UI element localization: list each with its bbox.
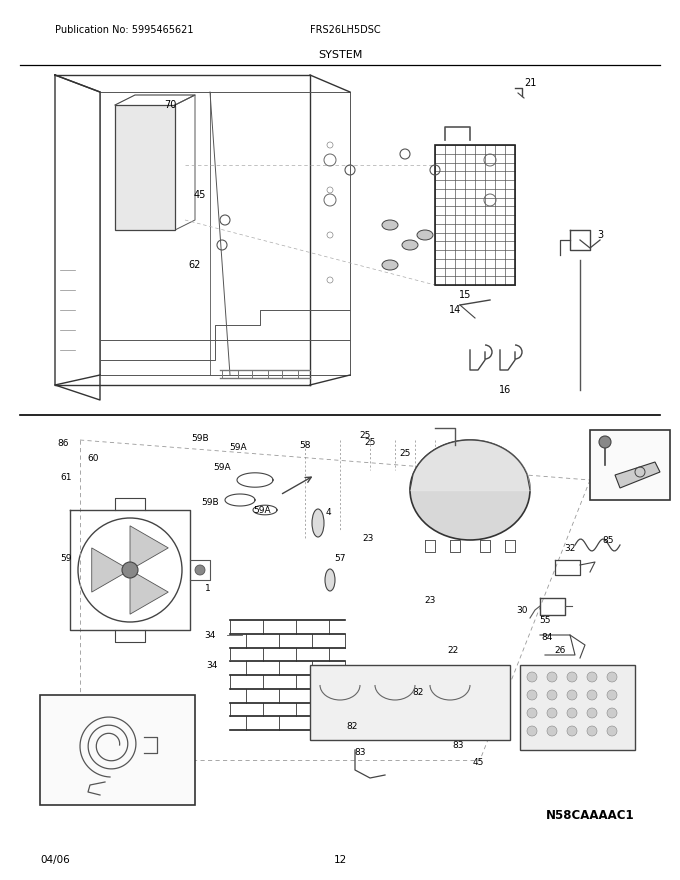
Text: 25: 25 xyxy=(359,430,371,439)
Circle shape xyxy=(607,708,617,718)
Text: FRS26LH5DSC: FRS26LH5DSC xyxy=(310,25,381,35)
Text: 82: 82 xyxy=(412,687,424,696)
Circle shape xyxy=(547,672,557,682)
Circle shape xyxy=(607,672,617,682)
Ellipse shape xyxy=(417,230,433,240)
Circle shape xyxy=(587,672,597,682)
Circle shape xyxy=(547,708,557,718)
Polygon shape xyxy=(115,105,175,230)
Text: 82: 82 xyxy=(346,722,358,730)
Text: 3: 3 xyxy=(597,230,603,240)
Text: 29: 29 xyxy=(494,453,506,463)
Circle shape xyxy=(195,565,205,575)
Circle shape xyxy=(567,672,577,682)
Text: 25: 25 xyxy=(399,449,411,458)
Text: 41: 41 xyxy=(636,430,647,439)
Text: 84: 84 xyxy=(541,633,553,642)
Text: 30: 30 xyxy=(516,605,528,614)
Polygon shape xyxy=(130,526,168,570)
Polygon shape xyxy=(92,548,130,592)
Text: 21: 21 xyxy=(524,78,537,88)
Text: 59: 59 xyxy=(61,554,72,562)
Text: 83: 83 xyxy=(354,747,366,757)
Polygon shape xyxy=(615,462,660,488)
Text: 4: 4 xyxy=(325,508,330,517)
Bar xyxy=(590,430,670,500)
Text: 85: 85 xyxy=(602,536,614,545)
Bar xyxy=(520,665,635,750)
Ellipse shape xyxy=(402,240,418,250)
Text: 59B: 59B xyxy=(191,434,209,443)
Circle shape xyxy=(547,726,557,736)
Text: 59B: 59B xyxy=(201,497,219,507)
Circle shape xyxy=(607,690,617,700)
Text: 1: 1 xyxy=(205,583,211,592)
Bar xyxy=(435,145,515,285)
Text: 57: 57 xyxy=(335,554,345,562)
Text: 55: 55 xyxy=(539,615,551,625)
Text: 34: 34 xyxy=(206,661,218,670)
Text: 25: 25 xyxy=(364,437,375,446)
Circle shape xyxy=(547,690,557,700)
Text: 44: 44 xyxy=(632,478,644,487)
Text: 23: 23 xyxy=(424,596,436,605)
Text: N58CAAAAC1: N58CAAAAC1 xyxy=(545,809,634,822)
Circle shape xyxy=(567,708,577,718)
Circle shape xyxy=(527,672,537,682)
Text: 45: 45 xyxy=(473,758,483,766)
Text: 86: 86 xyxy=(57,438,69,448)
Text: 23: 23 xyxy=(362,533,374,542)
Text: 83: 83 xyxy=(452,740,464,750)
Ellipse shape xyxy=(382,220,398,230)
Bar xyxy=(40,695,195,805)
Text: 62: 62 xyxy=(189,260,201,270)
Circle shape xyxy=(527,690,537,700)
Text: 14: 14 xyxy=(449,305,461,315)
Circle shape xyxy=(567,690,577,700)
Circle shape xyxy=(587,690,597,700)
Polygon shape xyxy=(130,570,168,614)
Text: 60: 60 xyxy=(87,453,99,463)
Text: 32: 32 xyxy=(564,544,576,553)
Ellipse shape xyxy=(382,260,398,270)
Ellipse shape xyxy=(325,569,335,591)
Text: 16: 16 xyxy=(499,385,511,395)
Text: 70: 70 xyxy=(164,100,176,110)
Circle shape xyxy=(527,726,537,736)
Text: Publication No: 5995465621: Publication No: 5995465621 xyxy=(55,25,194,35)
Circle shape xyxy=(587,726,597,736)
Circle shape xyxy=(527,708,537,718)
Text: 6: 6 xyxy=(69,695,75,705)
Text: 61: 61 xyxy=(61,473,72,481)
Text: 22: 22 xyxy=(447,646,458,655)
Circle shape xyxy=(122,562,138,578)
Bar xyxy=(310,665,510,740)
Circle shape xyxy=(567,726,577,736)
Circle shape xyxy=(599,436,611,448)
Text: 58: 58 xyxy=(299,441,311,450)
Text: 12: 12 xyxy=(333,855,347,865)
Text: 45: 45 xyxy=(194,190,206,200)
Text: 04/06: 04/06 xyxy=(40,855,70,865)
Ellipse shape xyxy=(312,509,324,537)
Text: 15: 15 xyxy=(459,290,471,300)
Circle shape xyxy=(587,708,597,718)
Circle shape xyxy=(607,726,617,736)
Text: 59A: 59A xyxy=(229,443,247,451)
Ellipse shape xyxy=(410,440,530,540)
Text: 59A: 59A xyxy=(214,463,231,472)
Text: 34: 34 xyxy=(204,630,216,640)
Text: 59A: 59A xyxy=(253,505,271,515)
Text: 26: 26 xyxy=(554,646,566,655)
Text: SYSTEM: SYSTEM xyxy=(318,50,362,60)
